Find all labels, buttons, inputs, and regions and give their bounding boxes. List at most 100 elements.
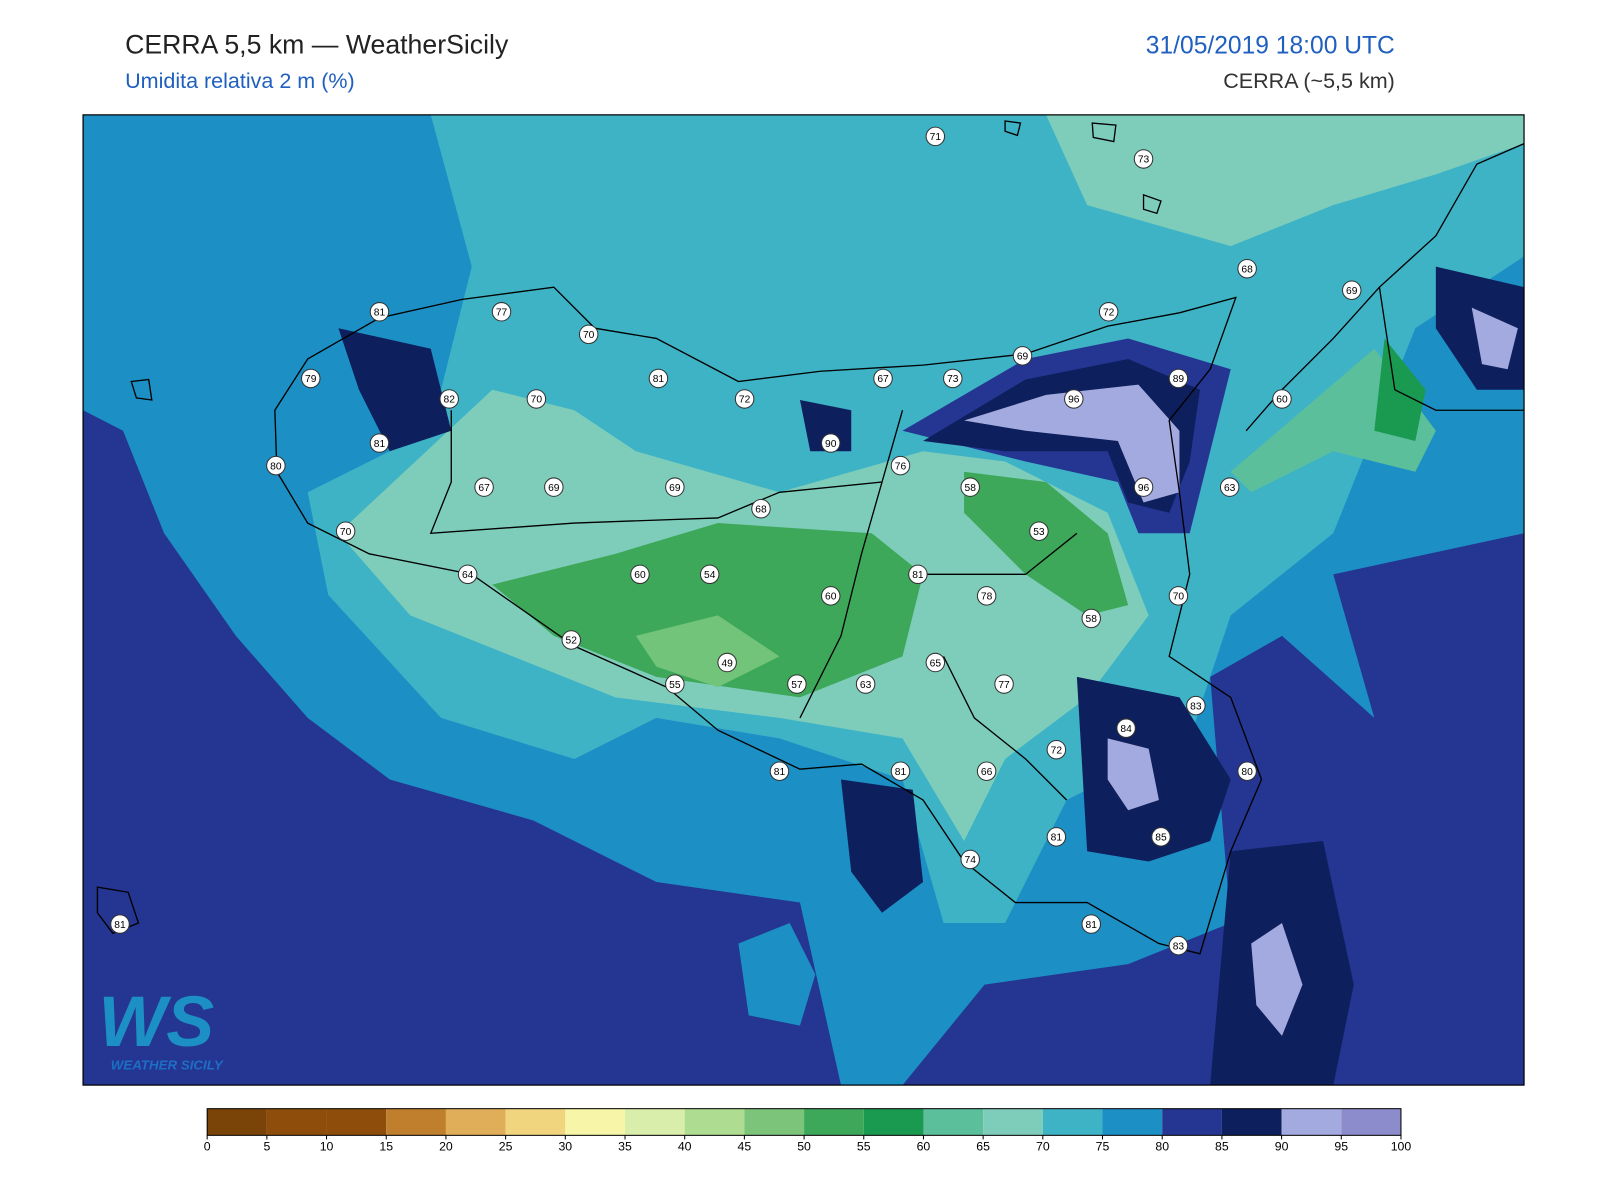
colorbar-tick-label: 30 [558,1140,572,1154]
station: 65 [925,652,946,673]
colorbar-tick-label: 35 [618,1140,632,1154]
station-value: 57 [791,680,803,691]
station-marker [526,389,547,409]
logo-mark: WS [98,982,214,1062]
map-frame [82,114,1525,1086]
station: 63 [1219,477,1240,497]
station: 70 [578,324,599,345]
station-marker [960,477,980,497]
colorbar-bin [1221,1108,1282,1136]
source: CERRA (~5,5 km) [1223,69,1395,93]
station-marker [960,849,980,870]
station-value: 66 [981,767,993,778]
station: 83 [1168,935,1189,956]
colorbar-bin [923,1108,984,1136]
station: 81 [110,914,130,934]
station-value: 60 [634,570,646,581]
colorbar-tick-label: 20 [439,1140,453,1154]
station-marker [335,521,356,542]
station-value: 60 [1276,395,1288,406]
station-value: 80 [1241,767,1253,778]
station: 69 [544,477,564,497]
colorbar-tick-label: 80 [1155,1140,1169,1154]
station: 77 [491,302,512,322]
station-marker [266,455,286,476]
station: 76 [890,455,911,476]
station-value: 49 [721,658,733,669]
station-value: 85 [1155,833,1167,844]
station: 71 [925,126,946,147]
station: 78 [976,586,997,606]
station-value: 81 [114,920,126,931]
station-value: 69 [548,483,560,494]
station-marker [1046,739,1067,760]
station-value: 69 [1017,352,1029,363]
station-value: 81 [912,570,924,581]
station-value: 77 [998,680,1010,691]
station-value: 73 [947,374,959,385]
station: 60 [820,586,841,606]
colorbar-tick-label: 15 [379,1140,393,1154]
station: 68 [751,498,771,519]
logo-name: WEATHER SICILY [111,1058,224,1073]
station-marker [890,761,911,781]
station-marker [110,914,130,934]
station-value: 63 [860,680,872,691]
station: 90 [820,433,841,453]
station: 73 [943,368,963,389]
station-value: 67 [877,374,889,385]
station-marker [1341,280,1362,300]
station-marker [665,674,685,694]
colorbar-bin [1102,1108,1163,1136]
colorbar-tick-label: 0 [204,1140,211,1154]
station-value: 74 [965,855,977,866]
colorbar-bin [266,1108,327,1136]
station-value: 96 [1068,395,1080,406]
station-marker [301,368,321,389]
colorbar-tick-label: 90 [1275,1140,1289,1154]
station: 66 [976,761,997,781]
station-value: 68 [755,504,767,515]
station: 83 [1186,695,1206,716]
coastline [96,120,1525,955]
colorbar-tick-label: 95 [1334,1140,1348,1154]
colorbar-bin [445,1108,506,1136]
station: 81 [908,564,928,585]
station-marker [820,586,841,606]
station-value: 89 [1173,374,1185,385]
station: 60 [630,564,650,585]
station-marker [369,433,390,453]
station: 81 [369,433,390,453]
station-marker [1098,302,1119,322]
station: 72 [734,389,755,409]
station: 72 [1098,302,1119,322]
station: 54 [699,564,720,585]
colorbar-tick-label: 100 [1391,1140,1412,1154]
station-marker [908,564,928,585]
colorbar-bin [505,1108,566,1136]
station: 81 [890,761,911,781]
station-value: 81 [374,439,386,450]
station-value: 90 [825,439,837,450]
station: 72 [1046,739,1067,760]
colorbar-tick-label: 85 [1215,1140,1229,1154]
colorbar-tick-label: 55 [857,1140,871,1154]
station-marker [1168,586,1189,606]
colorbar-tick-label: 75 [1096,1140,1110,1154]
station-marker [1168,935,1189,956]
station: 70 [526,389,547,409]
subtitle: Umidita relativa 2 m (%) [125,69,355,93]
station-value: 70 [583,330,595,341]
station-marker [943,368,963,389]
station-value: 81 [774,767,786,778]
colorbar-tick-label: 25 [499,1140,513,1154]
station-marker [665,477,685,497]
station: 60 [1272,389,1292,409]
station: 53 [1029,521,1049,542]
station-marker [1219,477,1240,497]
station: 58 [1081,608,1101,629]
station-value: 84 [1120,724,1132,735]
colorbar-bin [1341,1108,1401,1136]
station-marker [1116,718,1136,738]
